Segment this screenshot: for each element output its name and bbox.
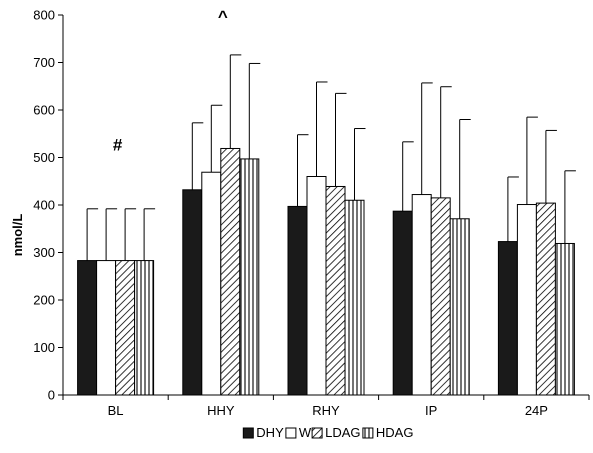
bar	[201, 171, 222, 396]
bar	[516, 204, 537, 396]
y-axis-label: nmol/L	[10, 214, 25, 257]
legend-swatch	[311, 427, 323, 439]
x-tick-label: RHY	[312, 403, 340, 418]
bar	[96, 260, 117, 396]
legend-label: W	[299, 425, 312, 440]
bar	[306, 176, 327, 396]
legend-label: HDAG	[376, 425, 414, 440]
annotation-label: ^	[218, 7, 228, 26]
bar	[411, 194, 432, 396]
y-tick-label: 700	[33, 55, 55, 70]
y-tick-label: 800	[33, 8, 55, 23]
legend-swatch	[285, 427, 297, 439]
x-tick-label: HHY	[207, 403, 235, 418]
y-tick-label: 600	[33, 103, 55, 118]
legend-label: DHY	[256, 425, 284, 440]
bar	[77, 260, 98, 396]
bar	[134, 260, 155, 396]
x-tick-label: IP	[425, 403, 437, 418]
bar	[325, 185, 346, 396]
y-tick-label: 500	[33, 150, 55, 165]
bar	[430, 197, 451, 396]
bar	[449, 218, 470, 396]
bar	[115, 260, 136, 396]
bar	[344, 199, 365, 396]
y-tick-label: 400	[33, 198, 55, 213]
bar	[220, 147, 241, 396]
y-tick-label: 200	[33, 293, 55, 308]
bar	[535, 202, 556, 396]
x-tick-label: 24P	[525, 403, 548, 418]
annotation-label: #	[113, 135, 123, 154]
legend-label: LDAG	[325, 425, 360, 440]
bar	[497, 241, 518, 396]
legend-swatch	[242, 427, 254, 439]
bar	[182, 189, 203, 396]
y-tick-label: 100	[33, 340, 55, 355]
bar	[554, 242, 575, 396]
bar	[392, 210, 413, 396]
legend-swatch	[362, 427, 374, 439]
bar	[287, 205, 308, 396]
y-tick-label: 300	[33, 245, 55, 260]
y-tick-label: 0	[48, 388, 55, 403]
bar	[239, 158, 260, 396]
x-tick-label: BL	[108, 403, 124, 418]
